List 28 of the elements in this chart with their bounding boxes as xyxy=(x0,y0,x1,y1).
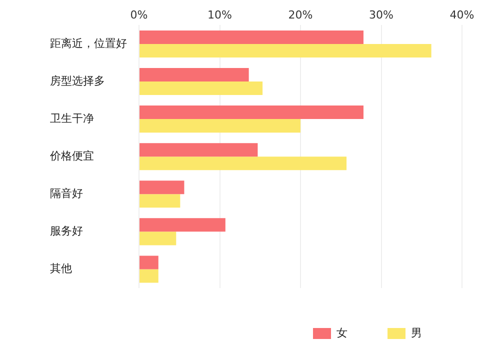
legend-label: 女 xyxy=(336,326,348,340)
bar xyxy=(140,143,258,157)
bar xyxy=(140,269,158,283)
bar xyxy=(140,68,249,82)
y-tick-label: 其他 xyxy=(50,262,72,276)
bar xyxy=(140,256,158,270)
bar xyxy=(140,44,432,58)
legend-label: 男 xyxy=(411,326,422,340)
bar xyxy=(140,106,364,120)
bar xyxy=(140,156,347,170)
y-tick-label: 距离近，位置好 xyxy=(50,36,127,50)
y-tick-label: 服务好 xyxy=(50,224,83,238)
x-tick-label: 20% xyxy=(288,8,313,22)
bar xyxy=(140,30,364,44)
y-tick-label: 房型选择多 xyxy=(50,74,105,88)
x-tick-label: 10% xyxy=(208,8,232,22)
bar xyxy=(140,232,176,246)
x-tick-label: 40% xyxy=(450,8,474,22)
y-tick-label: 卫生干净 xyxy=(50,112,94,125)
bar xyxy=(140,218,226,232)
x-tick-label: 0% xyxy=(130,8,148,22)
bar xyxy=(140,119,300,133)
x-tick-label: 30% xyxy=(369,8,394,22)
bar xyxy=(140,82,263,96)
bar xyxy=(140,180,184,194)
y-tick-label: 隔音好 xyxy=(50,187,83,200)
y-tick-label: 价格便宜 xyxy=(49,149,94,162)
bar xyxy=(140,194,180,208)
